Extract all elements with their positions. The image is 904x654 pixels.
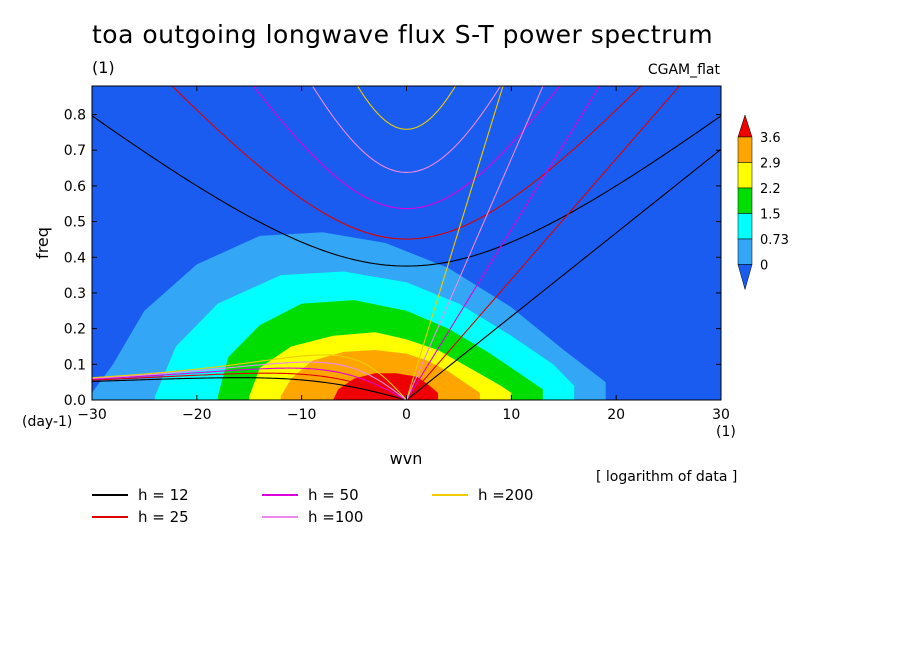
colorbar-segment xyxy=(737,136,753,163)
colorbar-segment xyxy=(737,162,753,189)
colorbar-segment xyxy=(737,238,753,265)
kelvin-curve-h-12 xyxy=(406,148,721,400)
y-axis-label: freq xyxy=(33,227,52,259)
gravity-curve-h-25 xyxy=(171,86,642,240)
legend-swatch xyxy=(262,494,298,496)
legend-label: h = 50 xyxy=(308,486,359,504)
colorbar-label: 2.2 xyxy=(760,182,781,197)
legend-swatch xyxy=(92,494,128,496)
colorbar-segment xyxy=(737,213,753,240)
rossby-curve-h-200 xyxy=(92,354,407,400)
legend-label: h =100 xyxy=(308,508,364,526)
legend-swatch xyxy=(262,516,298,518)
log-note: [ logarithm of data ] xyxy=(596,469,738,485)
gravity-curve-h-100 xyxy=(311,86,502,173)
y-tick-label: 0.5 xyxy=(64,215,86,231)
x-tick-label: 10 xyxy=(502,407,520,423)
kelvin-curve-h-50 xyxy=(406,86,601,400)
x-tick-label: 30 xyxy=(712,407,730,423)
y-tick-label: 0.4 xyxy=(64,250,86,266)
rossby-curve-h-100 xyxy=(92,361,407,400)
dataset-label: CGAM_flat xyxy=(647,62,720,78)
legend-item: h = 50 xyxy=(262,486,359,504)
legend-label: h = 25 xyxy=(138,508,189,526)
legend-label: h =200 xyxy=(478,486,534,504)
legend-item: h =100 xyxy=(262,508,363,526)
y-tick-label: 0.8 xyxy=(64,108,86,124)
rossby-curve-h-12 xyxy=(92,377,407,400)
rossby-curve-h-25 xyxy=(92,372,407,400)
legend-label: h = 12 xyxy=(138,486,189,504)
legend-item: h = 12 xyxy=(92,486,189,504)
colorbar-top-arrow xyxy=(737,114,753,138)
legend-item: h =200 xyxy=(432,486,533,504)
y-axis-unit: (day-1) xyxy=(22,414,73,430)
y-tick-label: 0.2 xyxy=(64,322,86,338)
x-tick-label: −20 xyxy=(182,407,212,423)
colorbar-label: 0 xyxy=(760,259,768,274)
kelvin-curve-h-25 xyxy=(406,86,681,400)
x-tick-label: 0 xyxy=(402,407,411,423)
x-tick-label: 20 xyxy=(607,407,625,423)
chart-title: toa outgoing longwave flux S-T power spe… xyxy=(92,20,714,49)
legend-swatch xyxy=(92,516,128,518)
legend-item: h = 25 xyxy=(92,508,189,526)
y-tick-label: 0.6 xyxy=(64,179,86,195)
colorbar-bottom-arrow xyxy=(737,264,753,291)
x-axis-label: wvn xyxy=(390,449,423,468)
colorbar-label: 3.6 xyxy=(760,131,781,146)
y-tick-label: 0.3 xyxy=(64,286,86,302)
gravity-curve-h-200 xyxy=(356,86,457,130)
gravity-curve-h-12 xyxy=(92,115,721,267)
x-axis-unit: (1) xyxy=(716,424,736,440)
chart-subtitle: (1) xyxy=(92,58,115,77)
y-tick-label: 0.7 xyxy=(64,143,86,159)
colorbar-segment xyxy=(737,187,753,214)
colorbar-label: 0.73 xyxy=(760,233,789,248)
x-tick-label: −30 xyxy=(77,407,107,423)
gravity-curve-h-50 xyxy=(252,86,561,210)
y-tick-label: 0.1 xyxy=(64,357,86,373)
colorbar-label: 1.5 xyxy=(760,208,781,223)
kelvin-curve-h-100 xyxy=(405,86,544,400)
colorbar-label: 2.9 xyxy=(760,157,781,172)
rossby-curve-h-50 xyxy=(92,367,407,400)
kelvin-curve-h-200 xyxy=(405,86,504,400)
legend-swatch xyxy=(432,494,468,496)
y-tick-label: 0.0 xyxy=(64,393,86,409)
x-tick-label: −10 xyxy=(287,407,317,423)
